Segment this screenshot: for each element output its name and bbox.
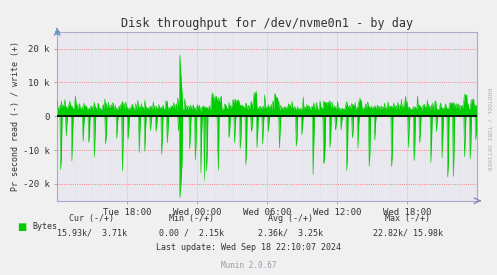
Text: Max (-/+): Max (-/+) [385, 214, 430, 223]
Y-axis label: Pr second read (-) / write (+): Pr second read (-) / write (+) [11, 41, 20, 191]
Text: ■: ■ [17, 222, 27, 232]
Text: 0.00 /  2.15k: 0.00 / 2.15k [159, 228, 224, 237]
Text: RRDTOOL / TOBI OETIKER: RRDTOOL / TOBI OETIKER [486, 88, 491, 170]
Text: Avg (-/+): Avg (-/+) [268, 214, 313, 223]
Text: 2.36k/  3.25k: 2.36k/ 3.25k [258, 228, 323, 237]
Title: Disk throughput for /dev/nvme0n1 - by day: Disk throughput for /dev/nvme0n1 - by da… [121, 17, 413, 31]
Text: Min (-/+): Min (-/+) [169, 214, 214, 223]
Text: 15.93k/  3.71k: 15.93k/ 3.71k [57, 228, 127, 237]
Text: Bytes: Bytes [32, 222, 57, 231]
Text: Last update: Wed Sep 18 22:10:07 2024: Last update: Wed Sep 18 22:10:07 2024 [156, 243, 341, 252]
Text: 22.82k/ 15.98k: 22.82k/ 15.98k [373, 228, 442, 237]
Text: Cur (-/+): Cur (-/+) [70, 214, 114, 223]
Text: Munin 2.0.67: Munin 2.0.67 [221, 261, 276, 270]
